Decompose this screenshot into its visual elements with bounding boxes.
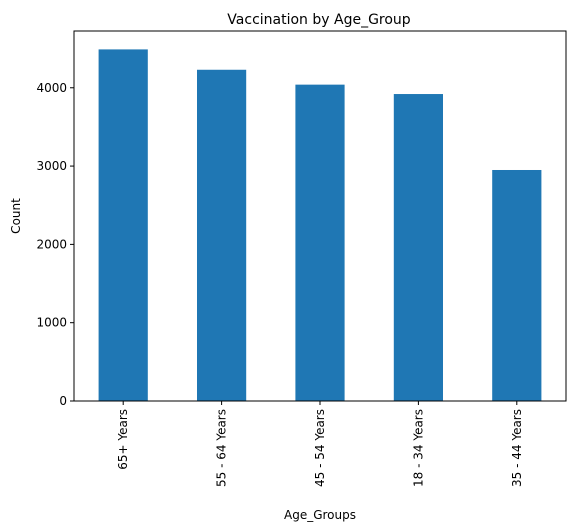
x-axis-label: Age_Groups bbox=[284, 508, 356, 522]
x-axis-ticks: 65+ Years 55 - 64 Years 45 - 54 Years 18 - … bbox=[116, 401, 524, 487]
y-axis-label: Count bbox=[9, 198, 23, 234]
bar-4 bbox=[492, 169, 542, 401]
plot-frame bbox=[73, 30, 567, 402]
y-tick-label: 3000 bbox=[36, 159, 67, 173]
x-tick-label: 65+ Years bbox=[116, 409, 130, 470]
x-tick-label: 18 - 34 Years bbox=[411, 409, 425, 487]
y-tick-label: 4000 bbox=[36, 81, 67, 95]
y-axis-ticks: 0 1000 2000 3000 4000 bbox=[36, 81, 74, 408]
chart-title: Vaccination by Age_Group bbox=[227, 12, 411, 28]
bar-1 bbox=[197, 69, 247, 401]
bar-3 bbox=[393, 94, 443, 401]
x-tick-label: 35 - 44 Years bbox=[510, 409, 524, 487]
y-tick-label: 1000 bbox=[36, 316, 67, 330]
bar-2 bbox=[295, 84, 345, 402]
bar-0 bbox=[98, 49, 148, 402]
y-tick-label: 2000 bbox=[36, 237, 67, 251]
y-tick-label: 0 bbox=[59, 394, 67, 408]
bars-group bbox=[98, 49, 542, 402]
x-tick-label: 55 - 64 Years bbox=[215, 409, 229, 487]
x-tick-label: 45 - 54 Years bbox=[313, 409, 327, 487]
